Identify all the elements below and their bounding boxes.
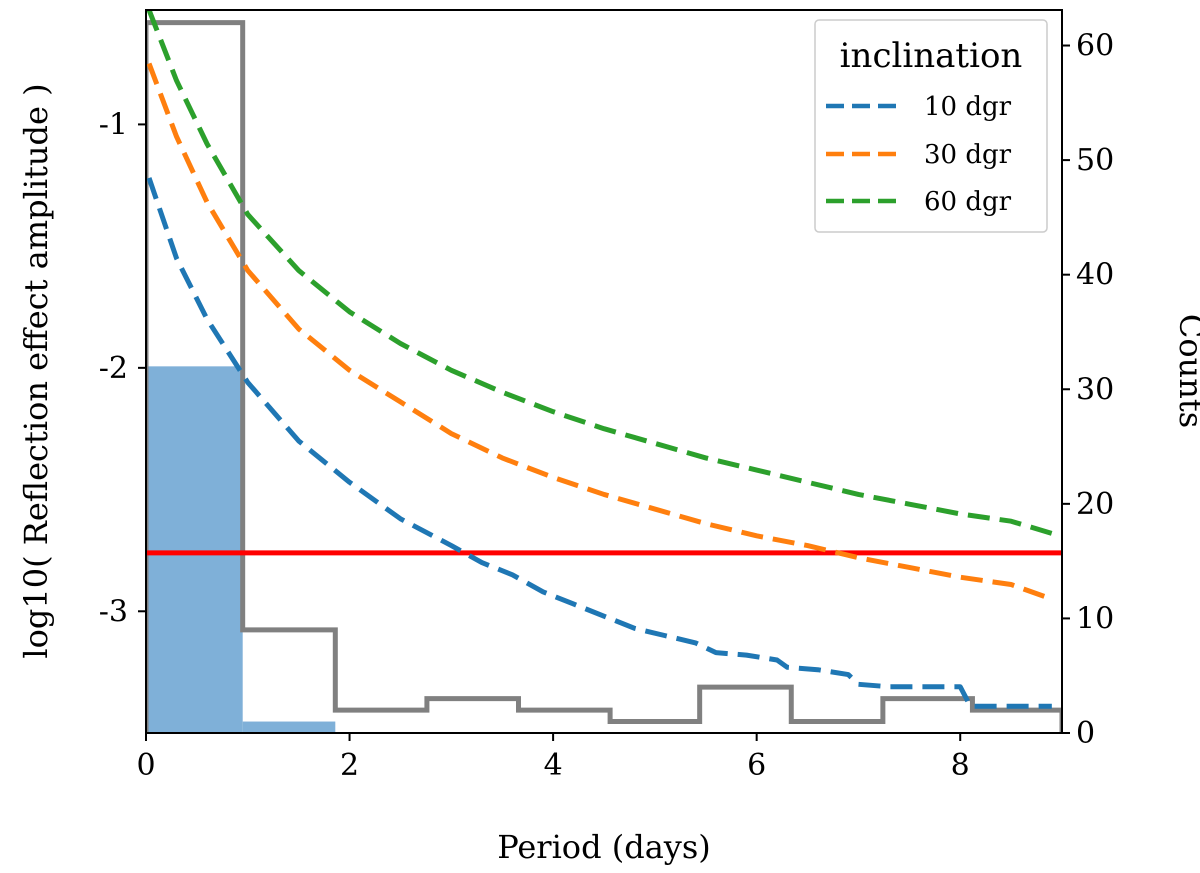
y2-tick-label: 30 [1076,372,1114,407]
x-tick-label: 0 [136,748,155,783]
series-line-30dgr [146,62,1053,602]
x-axis-label: Period (days) [497,828,711,866]
y-axis-label: log10( Reflection effect amplitude ) [17,83,55,658]
x-tick-label: 4 [544,748,563,783]
y2-axis-label: Counts [1172,314,1200,428]
y2-tick-label: 60 [1076,29,1114,64]
x-tick-label: 8 [951,748,970,783]
histogram-filled-bar [242,721,336,733]
legend-title: inclination [840,36,1023,76]
legend-label-30dgr: 30 dgr [924,140,1012,170]
y-tick-label: -3 [99,594,128,629]
legend: inclination 10 dgr 30 dgr 60 dgr [814,19,1048,233]
y-tick-label: -2 [99,351,128,386]
histogram-filled-bar [146,366,243,733]
y2-tick-label: 40 [1076,258,1114,293]
x-tick-label: 2 [340,748,359,783]
legend-label-60dgr: 60 dgr [924,187,1012,217]
series-line-60dgr [146,10,1053,536]
x-tick-label: 6 [747,748,766,783]
y2-tick-label: 50 [1076,143,1114,178]
y2-tick-label: 20 [1076,487,1114,522]
y-tick-label: -1 [99,107,128,142]
histogram-outline [146,20,1062,733]
series-line-10dgr [146,177,1052,709]
legend-frame [814,19,1048,233]
legend-label-10dgr: 10 dgr [924,92,1012,122]
y2-tick-label: 10 [1076,601,1114,636]
y2-tick-label: 0 [1076,716,1095,751]
plot-frame [145,9,1063,734]
